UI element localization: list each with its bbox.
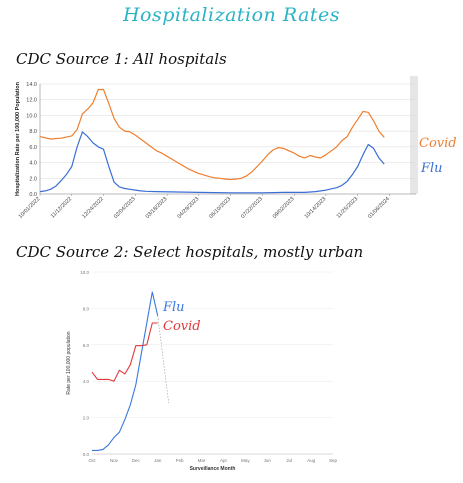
- series-line-flu: [39, 131, 385, 194]
- y-tick-label: 6.0: [83, 343, 90, 348]
- page-title: Hospitalization Rates: [122, 4, 341, 26]
- x-tick-label: Jun: [264, 458, 272, 463]
- legend-label-covid: Covid: [163, 319, 201, 334]
- x-tick-label: Oct: [88, 458, 96, 463]
- y-tick-label: 4.0: [83, 379, 90, 384]
- series-line-covid: [39, 88, 385, 181]
- y-tick-label: 14.0: [26, 82, 37, 88]
- x-tick-label: Feb: [176, 458, 184, 463]
- y-tick-label: 0.0: [83, 452, 90, 457]
- y-tick-label: 10.0: [80, 270, 89, 275]
- x-tick-label: Aug: [307, 458, 316, 463]
- y-tick-label: 12.0: [26, 98, 37, 104]
- x-tick-label: Jan: [154, 458, 162, 463]
- x-axis-label: Surveillance Month: [190, 466, 236, 472]
- y-tick-label: 10.0: [26, 113, 37, 119]
- y-tick-label: 8.0: [29, 129, 37, 135]
- chart-shade-band: [410, 76, 418, 194]
- series-line-projection: [157, 315, 169, 404]
- x-tick-label: Jul: [286, 458, 292, 463]
- y-axis-label: Hospitalization Rate per 100,000 Populat…: [15, 81, 21, 196]
- x-tick-label: May: [241, 458, 250, 463]
- x-tick-label: Sep: [329, 458, 338, 463]
- y-axis-label: Rate per 100,000 population: [66, 331, 72, 394]
- y-tick-label: 6.0: [29, 145, 37, 151]
- y-tick-label: 4.0: [29, 161, 37, 167]
- legend-label-flu: Flu: [420, 161, 443, 176]
- y-tick-label: 2.0: [29, 176, 37, 182]
- x-tick-label: Apr: [220, 458, 228, 463]
- series-line-covid: [91, 322, 158, 382]
- series-line-flu: [92, 291, 159, 451]
- x-tick-label: Nov: [110, 458, 119, 463]
- y-tick-label: 0.0: [29, 192, 37, 198]
- y-tick-label: 2.0: [83, 416, 90, 421]
- x-tick-label: Mar: [198, 458, 206, 463]
- legend-label-flu: Flu: [162, 300, 185, 315]
- chart1-section-title: CDC Source 1: All hospitals: [16, 50, 227, 68]
- x-tick-label: Dec: [132, 458, 141, 463]
- y-tick-label: 8.0: [83, 306, 90, 311]
- chart2-section-title: CDC Source 2: Select hospitals, mostly u…: [16, 243, 364, 261]
- legend-label-covid: Covid: [419, 136, 457, 151]
